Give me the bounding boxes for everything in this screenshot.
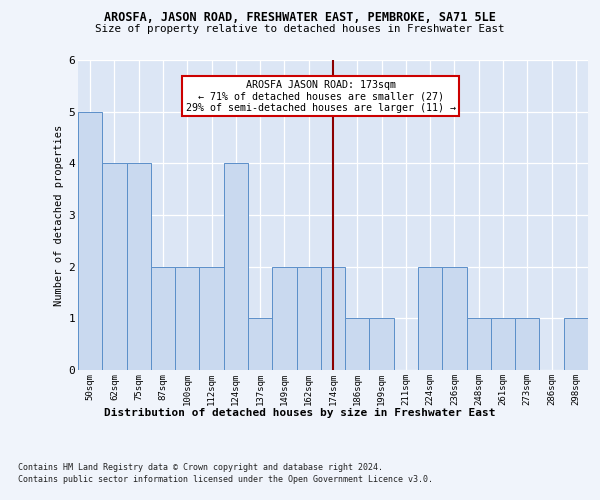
Text: Contains HM Land Registry data © Crown copyright and database right 2024.: Contains HM Land Registry data © Crown c… bbox=[18, 462, 383, 471]
Bar bbox=[442, 266, 467, 370]
Bar bbox=[199, 266, 224, 370]
Bar bbox=[102, 164, 127, 370]
Text: Size of property relative to detached houses in Freshwater East: Size of property relative to detached ho… bbox=[95, 24, 505, 34]
Bar bbox=[370, 318, 394, 370]
Text: Distribution of detached houses by size in Freshwater East: Distribution of detached houses by size … bbox=[104, 408, 496, 418]
Bar bbox=[345, 318, 370, 370]
Bar bbox=[175, 266, 199, 370]
Bar bbox=[272, 266, 296, 370]
Bar bbox=[564, 318, 588, 370]
Bar bbox=[321, 266, 345, 370]
Bar bbox=[296, 266, 321, 370]
Text: AROSFA, JASON ROAD, FRESHWATER EAST, PEMBROKE, SA71 5LE: AROSFA, JASON ROAD, FRESHWATER EAST, PEM… bbox=[104, 11, 496, 24]
Bar bbox=[467, 318, 491, 370]
Bar bbox=[78, 112, 102, 370]
Bar bbox=[248, 318, 272, 370]
Bar bbox=[224, 164, 248, 370]
Y-axis label: Number of detached properties: Number of detached properties bbox=[55, 124, 64, 306]
Text: Contains public sector information licensed under the Open Government Licence v3: Contains public sector information licen… bbox=[18, 475, 433, 484]
Bar bbox=[418, 266, 442, 370]
Bar bbox=[491, 318, 515, 370]
Bar bbox=[515, 318, 539, 370]
Bar bbox=[127, 164, 151, 370]
Text: AROSFA JASON ROAD: 173sqm
← 71% of detached houses are smaller (27)
29% of semi-: AROSFA JASON ROAD: 173sqm ← 71% of detac… bbox=[186, 80, 456, 113]
Bar bbox=[151, 266, 175, 370]
